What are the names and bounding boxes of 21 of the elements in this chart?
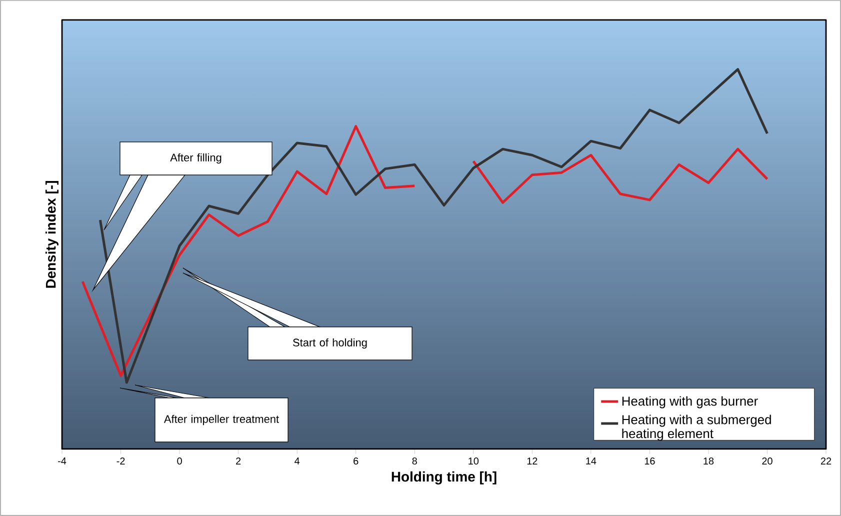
x-tick-label: -4 [58, 458, 66, 464]
x-tick-label: 2 [236, 458, 241, 464]
x-tick-label: 22 [820, 458, 832, 464]
legend-label: Heating with a submerged heating element [622, 414, 771, 441]
x-tick-label: 6 [354, 458, 358, 465]
x-tick-label: 18 [704, 458, 714, 465]
x-tick-label: 16 [644, 458, 655, 465]
legend-label: Heating with gas burner [622, 396, 758, 408]
x-tick-label: 14 [586, 458, 596, 464]
annotation: After impeller treatment [164, 414, 279, 426]
x-tick-label: 10 [468, 458, 479, 465]
annotation: Start of holding [293, 338, 367, 349]
x-tick-label: 0 [177, 458, 182, 465]
annotation: After filling [170, 153, 222, 164]
x-tick-label: 4 [294, 458, 300, 464]
x-tick-label: 12 [527, 458, 538, 464]
x-tick-label: 20 [762, 458, 772, 465]
x-axis-title: Holding time [h] [392, 471, 496, 484]
y-axis-title: Density index [-] [45, 181, 58, 288]
x-tick-label: -2 [116, 458, 125, 464]
x-tick-label: 8 [412, 458, 417, 465]
